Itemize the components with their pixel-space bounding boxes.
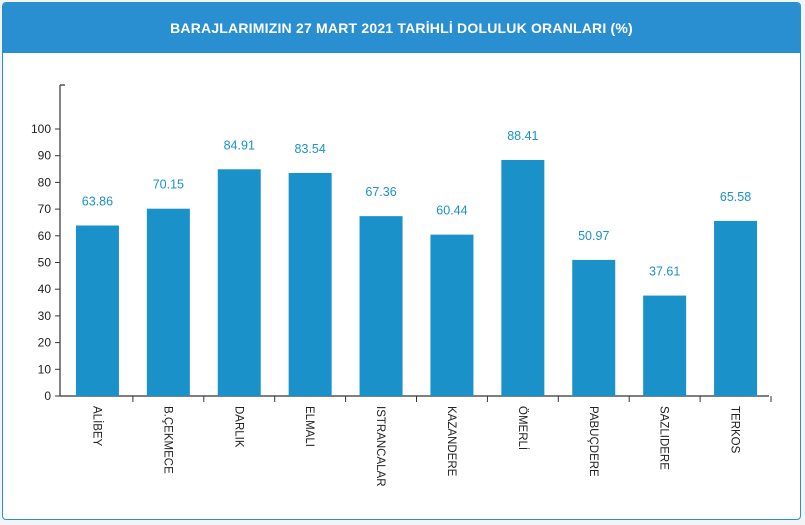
y-tick-label: 0 (44, 389, 51, 403)
chart-header: BARAJLARIMIZIN 27 MART 2021 TARİHLİ DOLU… (3, 3, 800, 53)
x-category-label: DARLIK (232, 406, 244, 448)
y-tick-label: 40 (38, 282, 52, 296)
chart-card: BARAJLARIMIZIN 27 MART 2021 TARİHLİ DOLU… (2, 2, 801, 520)
y-tick-label: 20 (38, 336, 52, 350)
x-category-label: PABUÇDERE (587, 406, 599, 477)
bar (217, 169, 261, 396)
chart-title: BARAJLARIMIZIN 27 MART 2021 TARİHLİ DOLU… (170, 20, 633, 36)
bar-value-label: 50.97 (578, 229, 609, 243)
y-tick-label: 30 (38, 309, 52, 323)
y-tick-label: 80 (38, 175, 52, 189)
y-tick-label: 10 (38, 362, 52, 376)
x-category-label: ELMALI (303, 406, 315, 447)
bar (501, 159, 545, 396)
bar-value-label: 60.44 (436, 204, 467, 218)
bar (714, 220, 758, 396)
y-tick-label: 100 (31, 122, 51, 136)
x-category-label: KAZANDERE (445, 406, 457, 477)
x-category-label: SAZLIDERE (658, 406, 670, 470)
bar (643, 295, 687, 396)
x-category-label: ALİBEY (90, 406, 103, 447)
x-category-label: B.ÇEKMECE (161, 406, 173, 474)
bar (430, 234, 474, 396)
bar-value-label: 65.58 (720, 190, 751, 204)
x-category-label: ÖMERLİ (516, 406, 529, 450)
bar-value-label: 37.61 (649, 265, 680, 279)
bar (288, 172, 332, 396)
bar (75, 225, 119, 396)
x-category-label: ISTRANCALAR (374, 406, 386, 487)
y-tick-label: 90 (38, 149, 52, 163)
y-tick-label: 60 (38, 229, 52, 243)
bar-value-label: 84.91 (224, 138, 255, 152)
bar-value-label: 88.41 (507, 129, 538, 143)
bar (146, 208, 190, 396)
bar-value-label: 70.15 (153, 178, 184, 192)
bar (572, 259, 616, 396)
bar (359, 216, 403, 396)
bar-value-label: 63.86 (82, 194, 113, 208)
x-category-label: TERKOS (729, 406, 741, 454)
y-tick-label: 70 (38, 202, 52, 216)
bar-value-label: 83.54 (295, 142, 326, 156)
y-tick-label: 50 (38, 256, 52, 270)
bar-value-label: 67.36 (365, 185, 396, 199)
bar-chart: 0 10 20 30 40 50 60 70 80 90 100 63.86 ALİBEY 70.15 B.… (31, 84, 772, 487)
